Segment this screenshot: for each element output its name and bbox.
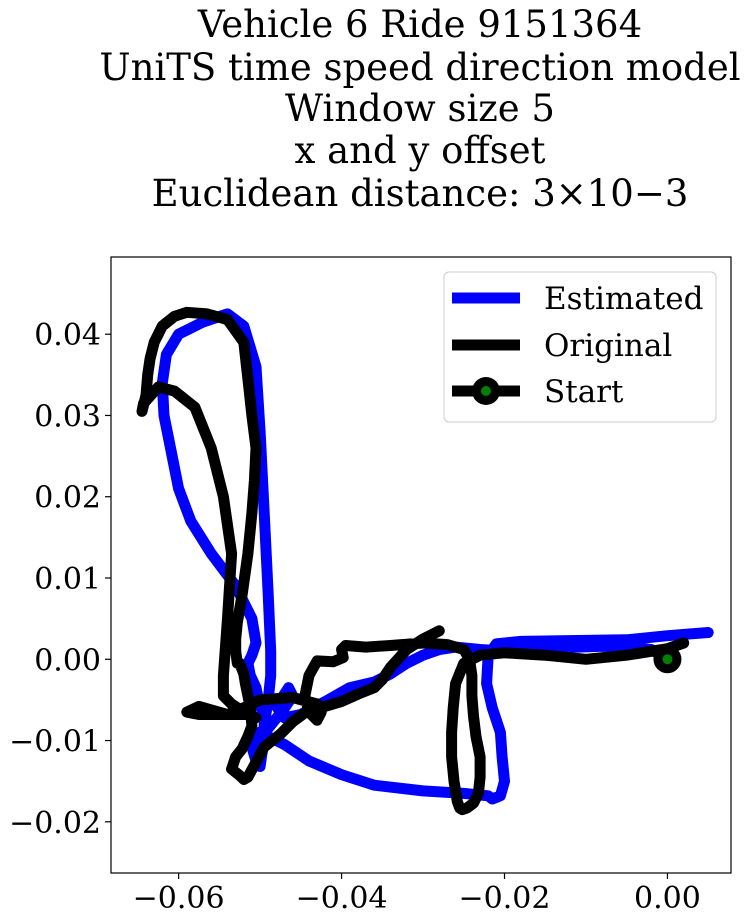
plot-frame	[110, 256, 732, 874]
y-tick-label: 0.00	[34, 643, 101, 678]
x-tick-label: −0.02	[459, 881, 551, 916]
series-layer	[136, 306, 714, 816]
x-axis: −0.06 −0.04 −0.02 0.00	[133, 873, 701, 916]
y-tick-label: −0.02	[9, 806, 101, 841]
legend-label-original: Original	[544, 328, 672, 364]
title-line-1: Vehicle 6 Ride 9151364	[197, 3, 642, 46]
legend-box	[443, 271, 717, 423]
legend-label-start: Start	[544, 374, 624, 410]
title-line-4: x and y offset	[295, 129, 546, 172]
y-tick-label: 0.03	[34, 399, 101, 434]
series-line-original	[136, 306, 690, 816]
y-tick-label: 0.02	[34, 481, 101, 516]
chart-title: Vehicle 6 Ride 9151364 UniTS time speed …	[99, 3, 740, 215]
y-tick-label: 0.04	[34, 318, 101, 353]
x-tick-label: −0.06	[133, 881, 225, 916]
y-tick-label: 0.01	[34, 562, 101, 597]
legend-marker-start-inner	[481, 386, 491, 396]
y-tick-label: −0.01	[9, 725, 101, 760]
title-line-3: Window size 5	[285, 87, 555, 130]
start-marker-inner	[662, 654, 673, 665]
x-tick-label: −0.04	[296, 881, 388, 916]
legend-label-estimated: Estimated	[544, 281, 703, 317]
x-tick-label: 0.00	[634, 881, 701, 916]
y-axis: −0.02 −0.01 0.00 0.01 0.02 0.03 0.04	[9, 318, 111, 841]
title-line-5: Euclidean distance: 3×10−3	[152, 172, 689, 215]
title-line-2: UniTS time speed direction model	[99, 46, 740, 89]
legend: Estimated Original Start	[443, 271, 717, 423]
